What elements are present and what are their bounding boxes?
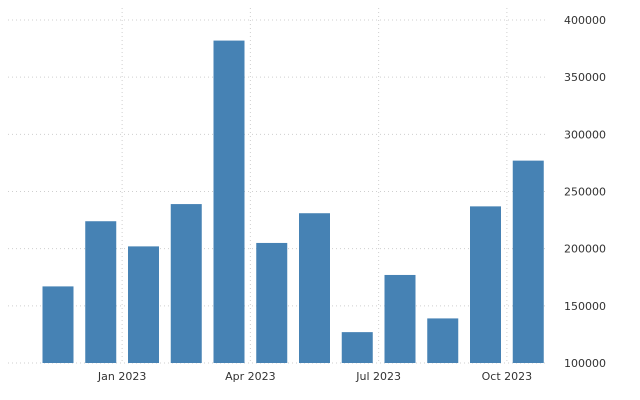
bar <box>341 332 373 363</box>
bar <box>470 206 501 363</box>
y-tick-label: 200000 <box>564 243 606 256</box>
bar <box>384 274 416 363</box>
bar <box>512 160 544 363</box>
bar-layer <box>42 40 544 363</box>
bar <box>213 40 245 363</box>
bar <box>427 318 459 363</box>
bar <box>299 213 330 363</box>
y-tick-label: 100000 <box>564 357 606 370</box>
y-tick-label: 350000 <box>564 71 606 84</box>
y-tick-label: 300000 <box>564 128 606 141</box>
x-tick-label: Jul 2023 <box>355 370 401 383</box>
bar <box>128 246 159 363</box>
bar <box>256 242 288 363</box>
bar <box>85 221 117 363</box>
y-tick-label: 250000 <box>564 186 606 199</box>
bar <box>170 204 202 363</box>
x-tick-label: Oct 2023 <box>482 370 533 383</box>
x-axis: Jan 2023 Apr 2023 Jul 2023 Oct 2023 <box>97 370 532 383</box>
y-axis: 100000 150000 200000 250000 300000 350000 4000… <box>564 14 606 370</box>
x-tick-label: Jan 2023 <box>97 370 146 383</box>
x-tick-label: Apr 2023 <box>225 370 276 383</box>
y-tick-label: 150000 <box>564 300 606 313</box>
bar <box>42 286 74 363</box>
y-tick-label: 400000 <box>564 14 606 27</box>
